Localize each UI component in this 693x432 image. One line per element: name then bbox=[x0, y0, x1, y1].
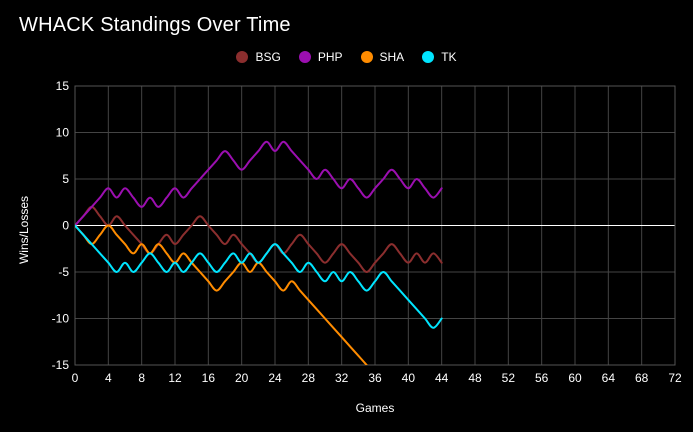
series-line-sha bbox=[75, 224, 368, 365]
legend-label-tk: TK bbox=[441, 50, 457, 64]
series-lines bbox=[75, 140, 443, 365]
legend-item-php[interactable]: PHP bbox=[298, 50, 343, 64]
x-tick-label: 60 bbox=[568, 371, 582, 385]
legend-item-tk[interactable]: TK bbox=[422, 50, 457, 64]
legend-swatch-tk bbox=[422, 51, 435, 63]
grid bbox=[74, 85, 676, 366]
legend-swatch-bsg bbox=[236, 51, 249, 63]
x-tick-label: 44 bbox=[435, 371, 449, 385]
x-tick-label: 16 bbox=[202, 371, 216, 385]
x-tick-label: 28 bbox=[302, 371, 316, 385]
chart-title: WHACK Standings Over Time bbox=[19, 14, 291, 36]
legend-label-php: PHP bbox=[317, 50, 343, 64]
y-tick-label: -10 bbox=[52, 312, 70, 326]
legend-label-sha: SHA bbox=[379, 50, 405, 64]
x-axis-label: Games bbox=[356, 401, 395, 415]
x-tick-label: 32 bbox=[335, 371, 349, 385]
y-tick-label: 10 bbox=[56, 126, 70, 140]
legend-swatch-php bbox=[298, 51, 311, 63]
x-tick-label: 72 bbox=[668, 371, 682, 385]
legend-item-sha[interactable]: SHA bbox=[360, 50, 405, 64]
legend-item-bsg[interactable]: BSG bbox=[236, 50, 281, 64]
x-tick-label: 64 bbox=[602, 371, 616, 385]
legend-swatch-sha bbox=[360, 51, 373, 63]
x-tick-label: 36 bbox=[368, 371, 382, 385]
y-tick-label: -5 bbox=[58, 265, 69, 279]
series-line-php bbox=[75, 140, 443, 227]
x-tick-label: 52 bbox=[502, 371, 516, 385]
y-tick-label: 0 bbox=[62, 219, 69, 233]
x-tick-label: 40 bbox=[402, 371, 416, 385]
y-axis-label: Wins/Losses bbox=[17, 196, 31, 264]
x-tick-label: 48 bbox=[468, 371, 482, 385]
x-tick-label: 56 bbox=[535, 371, 549, 385]
series-line-tk bbox=[75, 224, 443, 329]
legend-label-bsg: BSG bbox=[255, 50, 281, 64]
x-tick-label: 24 bbox=[268, 371, 282, 385]
x-tick-label: 8 bbox=[138, 371, 145, 385]
y-tick-label: -15 bbox=[52, 358, 70, 372]
x-tick-label: 0 bbox=[72, 371, 79, 385]
x-tick-label: 4 bbox=[105, 371, 112, 385]
x-tick-label: 68 bbox=[635, 371, 649, 385]
tick-labels: 0 4 8 12 16 20 24 28 32 36 40 44 48 52 56 60 64 68 7215105… bbox=[52, 79, 682, 385]
chart-legend: BSG PHP SHA TK bbox=[0, 50, 693, 64]
x-tick-label: 12 bbox=[168, 371, 182, 385]
x-tick-label: 20 bbox=[235, 371, 249, 385]
y-tick-label: 15 bbox=[56, 79, 70, 93]
y-tick-label: 5 bbox=[62, 172, 69, 186]
